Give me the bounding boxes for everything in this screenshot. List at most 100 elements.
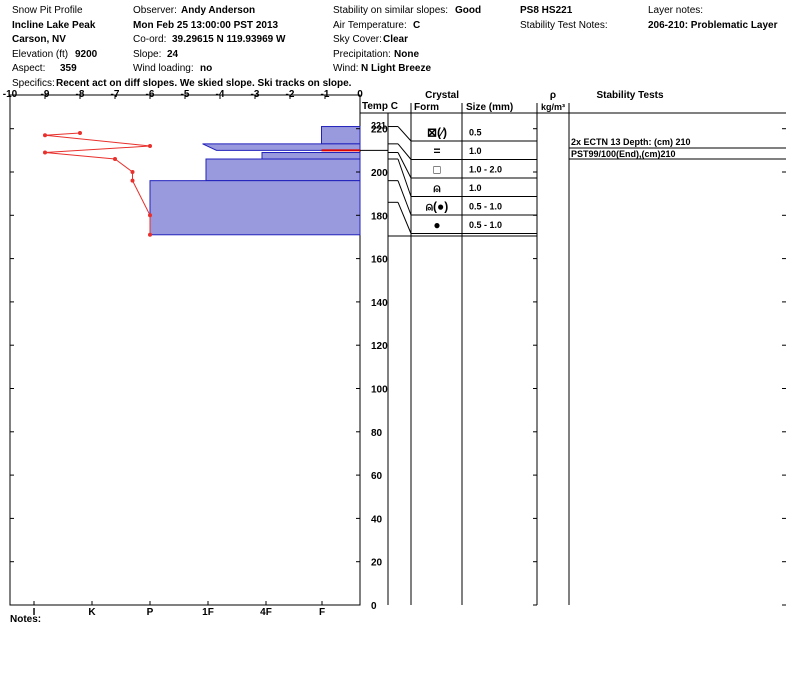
- temp-tick-label: -9: [41, 89, 50, 100]
- height-tick-label: 200: [371, 168, 388, 179]
- elevation-label: Elevation (ft): [12, 49, 69, 60]
- temperature-axis: -10 -9 -8 -7 -6 -5 -4 -3 -2 -1 0: [3, 89, 363, 100]
- sky-cover-label: Sky Cover:: [333, 34, 382, 45]
- layer-connector: [397, 202, 412, 234]
- temperature-line: [44, 132, 151, 235]
- layer-connector: [397, 126, 412, 142]
- hardness-tick-label: 4F: [260, 607, 272, 618]
- layer-notes-label: Layer notes:: [648, 5, 704, 16]
- crystal-size: 1.0: [469, 183, 482, 193]
- height-tick-label: 80: [371, 428, 383, 439]
- stability-test-2: PST99/100(End),(cm)210: [571, 149, 676, 159]
- coord-label: Co-ord:: [133, 34, 167, 45]
- wind-label: Wind:: [333, 63, 359, 74]
- temp-tick-label: -10: [3, 89, 18, 100]
- slope-label: Slope:: [133, 49, 162, 60]
- slope-value: 24: [167, 49, 179, 60]
- stability-value: Good: [455, 5, 482, 16]
- height-tick-label: 100: [371, 385, 388, 396]
- observer-label: Observer:: [133, 5, 177, 16]
- aspect-label: Aspect:: [12, 63, 46, 74]
- wind-loading-label: Wind loading:: [133, 63, 194, 74]
- air-temp-value: C: [413, 20, 421, 31]
- temperature-point: [148, 144, 152, 149]
- height-tick-label: 220: [371, 125, 388, 136]
- hardness-layer: [149, 180, 361, 236]
- temp-tick-label: -6: [146, 89, 155, 100]
- height-tick-label: 60: [371, 471, 383, 482]
- region-name: Carson, NV: [12, 34, 66, 45]
- temperature-point: [130, 170, 135, 174]
- location-name: Incline Lake Peak: [12, 20, 96, 31]
- coord-value: 39.29615 N 119.93969 W: [172, 34, 286, 45]
- size-heading: Size (mm): [466, 102, 513, 113]
- sky-cover-value: Clear: [383, 34, 409, 45]
- precipitation-label: Precipitation:: [333, 49, 391, 60]
- temperature-point: [130, 178, 135, 183]
- temperature-profile: [43, 131, 152, 237]
- crystal-form: ●: [433, 218, 440, 232]
- form-heading: Form: [414, 102, 439, 113]
- height-tick-label: 40: [371, 514, 383, 525]
- hardness-tick-label: I: [33, 607, 36, 618]
- density-heading: ρ: [550, 90, 556, 101]
- precipitation-value: None: [394, 49, 419, 60]
- layer-connector: [397, 143, 412, 160]
- crystal-form: ⍝(●): [426, 200, 448, 214]
- hardness-layer: [205, 158, 361, 182]
- temp-tick-label: -1: [321, 89, 330, 100]
- height-tick-label: 20: [371, 558, 383, 569]
- density-unit: kg/m³: [541, 102, 565, 112]
- stability-test-1: 2x ECTN 13 Depth: (cm) 210: [571, 137, 691, 147]
- hardness-tick-label: K: [88, 607, 96, 618]
- layer-connector: [397, 158, 412, 197]
- wind-loading-value: no: [200, 63, 213, 74]
- elevation-value: 9200: [75, 49, 98, 60]
- height-tick-label: 140: [371, 298, 388, 309]
- stability-tests-heading: Stability Tests: [596, 90, 663, 101]
- specifics-label: Specifics:: [12, 78, 55, 89]
- temperature-point: [43, 133, 47, 138]
- observer-value: Andy Anderson: [181, 5, 256, 16]
- air-temp-label: Air Temperature:: [333, 20, 407, 31]
- crystal-size: 1.0 - 2.0: [469, 165, 502, 175]
- hardness-profile: [149, 126, 361, 236]
- aspect-value: 359: [60, 63, 77, 74]
- hardness-tick-label: P: [147, 607, 154, 618]
- layer-connector: [397, 180, 412, 216]
- stability-label: Stability on similar slopes:: [333, 5, 449, 16]
- stability-notes-label: Stability Test Notes:: [520, 20, 608, 31]
- temp-tick-label: -2: [286, 89, 295, 100]
- crystal-form: □: [433, 163, 440, 177]
- crystal-size: 0.5 - 1.0: [469, 202, 502, 212]
- observation-date: Mon Feb 25 13:00:00 PST 2013: [133, 20, 279, 31]
- snow-height-label: 221: [371, 121, 386, 131]
- notes-label: Notes:: [10, 614, 42, 625]
- height-tick-label: 0: [371, 601, 377, 612]
- temp-tick-label: -4: [216, 89, 225, 100]
- temperature-point: [148, 232, 152, 237]
- crystal-form: ⍝: [433, 181, 440, 195]
- crystal-form: ⊠(⁄): [427, 126, 447, 140]
- crystal-heading: Crystal: [425, 90, 459, 101]
- temp-tick-label: 0: [357, 89, 363, 100]
- height-tick-label: 120: [371, 341, 388, 352]
- hardness-layer: [261, 152, 361, 160]
- hardness-layer: [321, 126, 361, 145]
- crystal-size: 0.5: [469, 128, 482, 138]
- temp-tick-label: -5: [181, 89, 190, 100]
- layer-table: ⊠(⁄) 0.5 = 1.0 □ 1.0 - 2.0 ⍝ 1.0 ⍝(●) 0.5 - 1.0 ● 0…: [388, 126, 537, 234]
- height-tick-label: 180: [371, 211, 388, 222]
- height-tick-label: 160: [371, 255, 388, 266]
- hardness-tick-label: 1F: [202, 607, 214, 618]
- wind-value: N Light Breeze: [361, 63, 432, 74]
- hardness-axis: I K P 1F 4F F: [33, 601, 325, 618]
- temp-tick-label: -3: [251, 89, 260, 100]
- temp-tick-label: -7: [111, 89, 120, 100]
- crystal-size: 1.0: [469, 146, 482, 156]
- layer-note: 206-210: Problematic Layer: [648, 20, 778, 31]
- temperature-point: [78, 131, 82, 136]
- temperature-point: [148, 213, 152, 218]
- temperature-point: [43, 150, 47, 155]
